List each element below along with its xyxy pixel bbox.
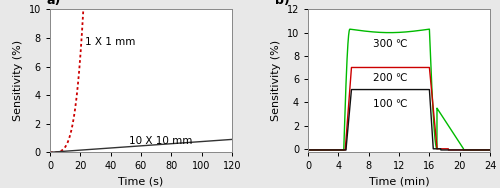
Text: 1 X 1 mm: 1 X 1 mm [85,37,135,47]
Text: 10 X 10 mm: 10 X 10 mm [129,136,192,146]
Y-axis label: Sensitivity (%): Sensitivity (%) [13,40,23,121]
Text: b): b) [276,0,290,7]
Text: a): a) [46,0,60,7]
Text: 300 ℃: 300 ℃ [372,39,407,49]
Text: 100 ℃: 100 ℃ [372,99,407,109]
X-axis label: Time (s): Time (s) [118,177,164,187]
X-axis label: Time (min): Time (min) [369,177,430,187]
Y-axis label: Sensitivity (%): Sensitivity (%) [271,40,281,121]
Text: 200 ℃: 200 ℃ [372,74,407,83]
